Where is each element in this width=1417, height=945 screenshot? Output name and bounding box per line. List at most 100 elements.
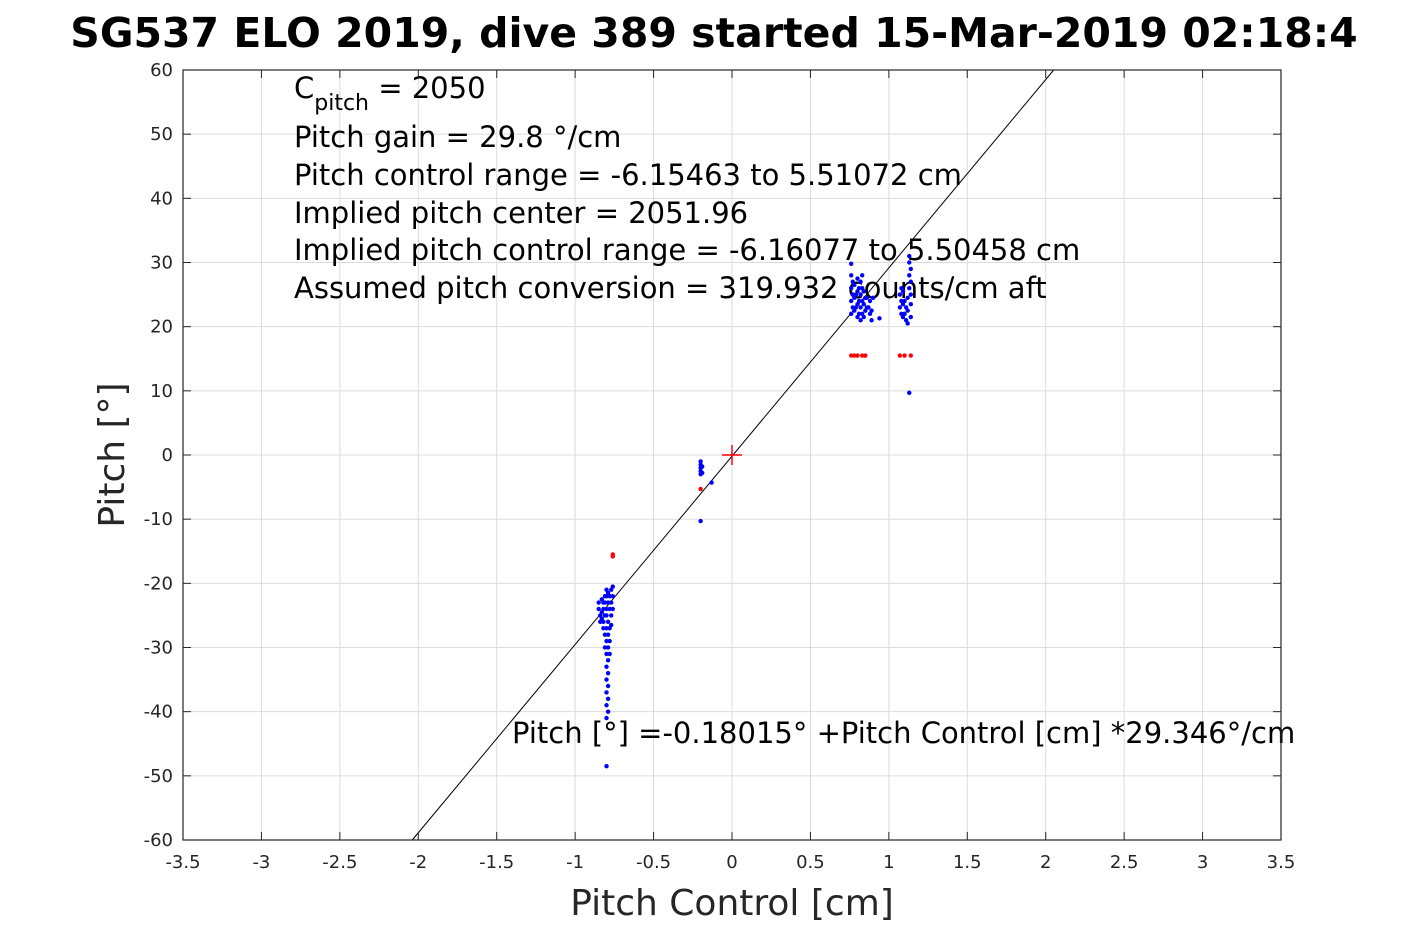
pitch-conversion-annotation: Assumed pitch conversion = 319.932 count… (294, 271, 1047, 305)
data-point (867, 298, 873, 304)
x-axis-label: Pitch Control [cm] (570, 883, 894, 924)
data-point (908, 266, 914, 272)
data-point (856, 285, 862, 291)
data-point (859, 353, 865, 358)
data-point (604, 677, 609, 682)
data-point (905, 308, 910, 313)
data-point (866, 305, 871, 310)
data-point (605, 632, 611, 637)
data-point (900, 289, 906, 294)
data-point (604, 690, 609, 695)
data-point (861, 302, 866, 307)
data-point (855, 353, 860, 358)
data-point (609, 622, 614, 628)
data-point (905, 321, 910, 326)
y-axis-label: Pitch [°] (92, 382, 133, 527)
data-point (604, 664, 609, 669)
y-tick-label: 20 (150, 317, 173, 338)
data-point (698, 518, 703, 524)
data-point (605, 670, 611, 676)
implied-pitch-control-range-annotation: Implied pitch control range = -6.16077 t… (294, 233, 1080, 267)
data-point (858, 292, 863, 297)
data-point (604, 764, 609, 769)
y-tick-label: -10 (144, 509, 173, 530)
data-point (605, 600, 611, 605)
data-point (604, 613, 609, 618)
data-point (605, 645, 611, 650)
y-tick-label: -30 (144, 638, 173, 659)
data-point (902, 298, 907, 304)
data-point (907, 273, 912, 278)
x-tick-label: 3 (1197, 852, 1208, 873)
x-tick-label: 1.5 (953, 852, 982, 873)
data-point (604, 606, 609, 612)
data-point (607, 606, 612, 612)
data-point (908, 353, 914, 358)
x-tick-label: 0.5 (796, 852, 825, 873)
data-point (604, 626, 609, 631)
data-point (856, 298, 862, 304)
data-point (902, 353, 907, 358)
data-point (607, 593, 612, 599)
data-point (861, 289, 866, 294)
x-tick-label: -3.5 (165, 852, 200, 873)
data-point (856, 311, 862, 317)
data-point (601, 606, 606, 612)
x-tick-label: -0.5 (636, 852, 671, 873)
data-point (907, 253, 912, 259)
data-point (605, 619, 611, 625)
y-tick-label: -40 (144, 702, 173, 723)
fit-equation-annotation: Pitch [°] =-0.18015° +Pitch Control [cm]… (512, 716, 1295, 750)
data-point (858, 279, 863, 284)
data-point (610, 554, 615, 559)
data-point (907, 260, 912, 265)
data-point (858, 318, 863, 323)
data-point (607, 638, 612, 644)
data-point (610, 593, 615, 599)
data-point (863, 353, 868, 358)
x-tick-label: 0 (726, 852, 737, 873)
data-point (605, 709, 611, 714)
data-point (601, 619, 606, 625)
data-point (610, 606, 615, 612)
data-point (902, 311, 907, 317)
data-point (849, 273, 854, 278)
data-point (602, 632, 608, 637)
data-point (861, 314, 866, 320)
x-tick-label: -2.5 (322, 852, 357, 873)
center-marker-layer (722, 445, 742, 465)
data-point (605, 683, 611, 689)
data-point (849, 353, 854, 358)
y-tick-label: 50 (150, 124, 173, 145)
y-tick-label: 60 (150, 60, 173, 81)
data-point (905, 295, 910, 300)
chart-title: SG537 ELO 2019, dive 389 started 15-Mar-… (70, 9, 1357, 57)
data-point (604, 703, 609, 708)
data-point (602, 600, 608, 605)
y-tick-label: 40 (150, 188, 173, 209)
data-point (596, 606, 601, 612)
data-point (877, 316, 882, 321)
grid-lines (182, 69, 1282, 841)
x-tick-label: -2 (409, 852, 427, 873)
data-points (596, 253, 914, 769)
data-point (849, 311, 854, 317)
data-point (699, 464, 705, 469)
data-point (908, 302, 914, 307)
data-point (908, 292, 914, 297)
y-tick-label: 10 (150, 381, 173, 402)
data-point (859, 273, 865, 278)
data-point (605, 658, 611, 663)
data-point (907, 390, 912, 395)
data-point (869, 318, 874, 323)
data-point (602, 645, 608, 650)
cpitch-annotation: Cpitch = 2050 (294, 71, 486, 116)
data-point (609, 613, 614, 618)
implied-pitch-center-annotation: Implied pitch center = 2051.96 (294, 196, 748, 230)
data-point (601, 626, 606, 631)
y-tick-label: 30 (150, 253, 173, 274)
data-point (604, 651, 609, 657)
data-point (605, 696, 611, 702)
x-tick-label: -1 (566, 852, 584, 873)
